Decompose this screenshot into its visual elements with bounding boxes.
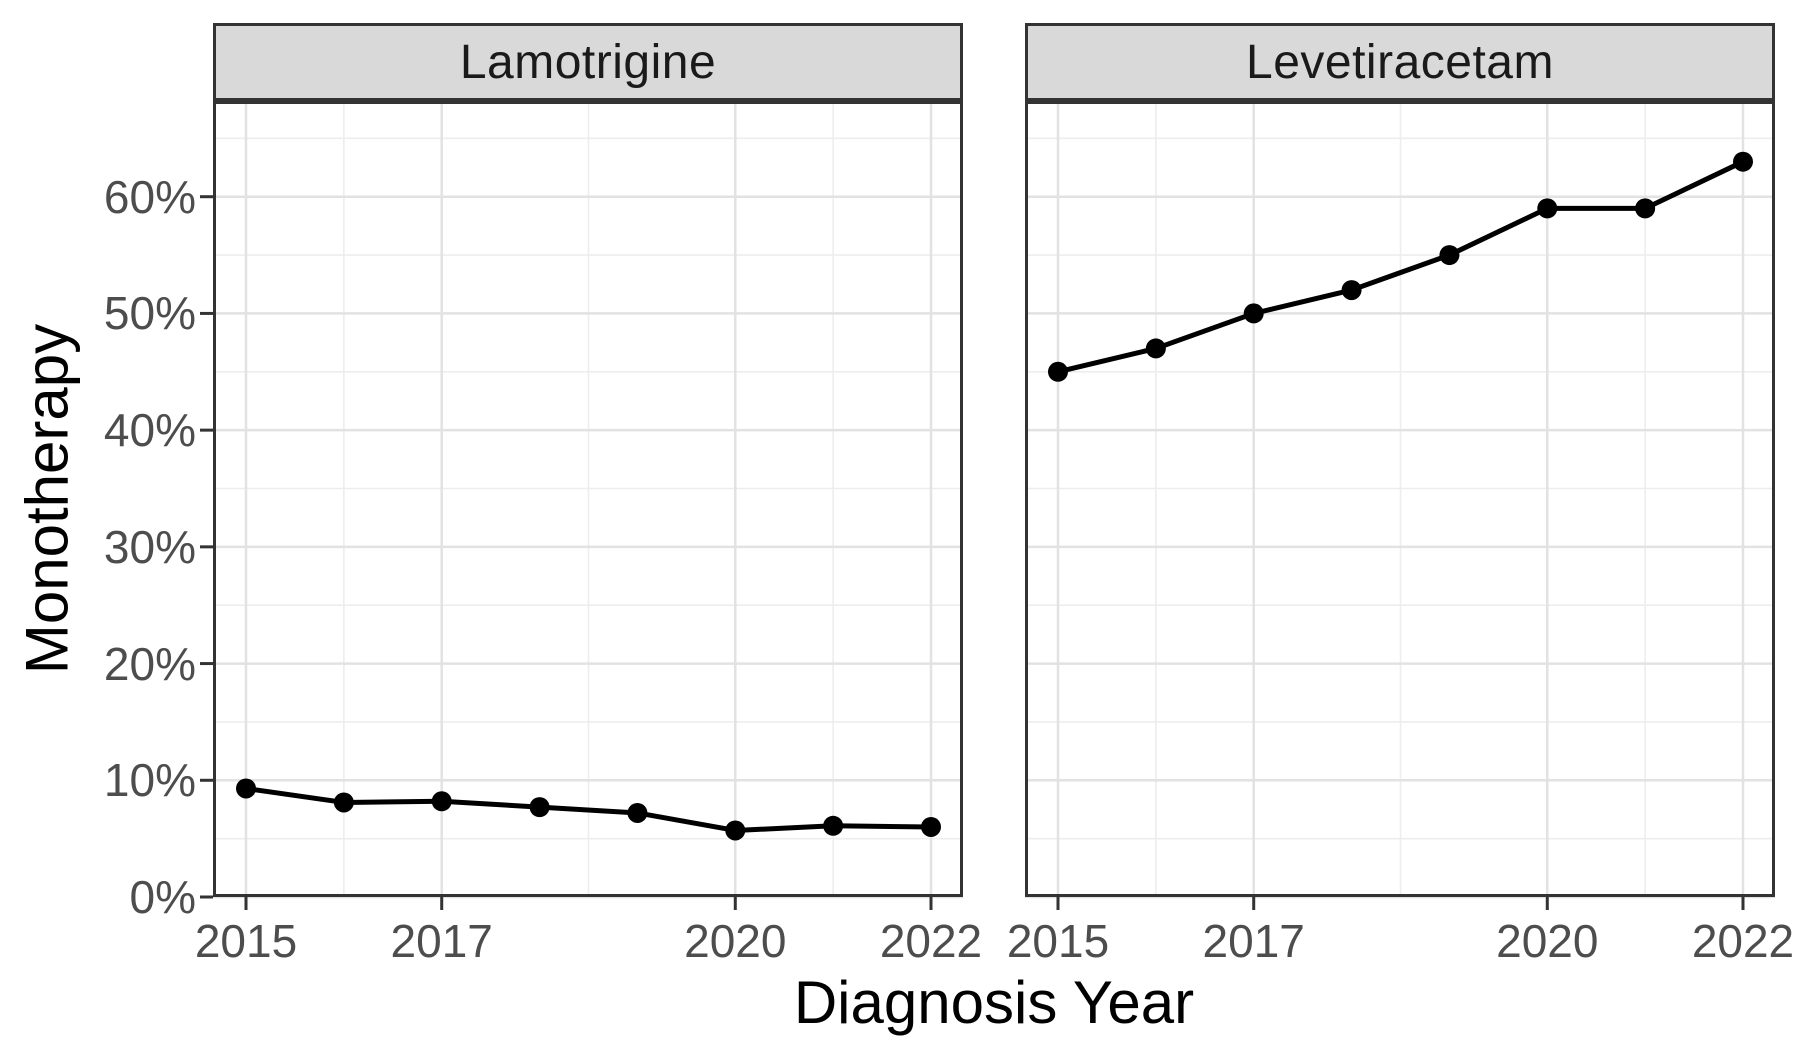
data-point [920,816,941,837]
data-point [1145,338,1166,359]
data-line [1055,159,1746,375]
x-tick-label: 2020 [684,915,787,967]
y-tick-label: 50% [103,287,196,340]
facet-strip-levetiracetam: Levetiracetam [1025,23,1775,101]
data-point [236,778,256,799]
facet-panel-levetiracetam [1025,101,1775,899]
facet-panel-lamotrigine [213,101,963,899]
data-point [1341,280,1362,301]
data-point [1732,151,1753,172]
x-tick-label: 2015 [1006,915,1110,967]
facet-strip-lamotrigine: Lamotrigine [213,23,963,101]
x-tick-label: 2017 [1202,915,1305,967]
panel-border [1025,101,1775,897]
y-tick-label: 60% [103,170,196,223]
data-point [431,791,452,812]
data-point [1635,198,1656,219]
data-point [1243,303,1264,324]
data-point [725,820,746,841]
x-axis-title: Diagnosis Year [793,969,1195,1036]
x-tick-label: 2020 [1496,915,1599,967]
y-tick-label: 0% [129,871,196,923]
y-axis-title: Monotherapy [13,323,81,675]
data-point [1048,361,1068,382]
y-tick-label: 20% [103,637,196,690]
data-point [1439,245,1460,266]
x-tick-label: 2017 [390,915,493,967]
facet-strip-lamotrigine-label: Lamotrigine [459,35,717,89]
x-tick-label: 2015 [194,915,298,967]
x-tick-label: 2022 [879,915,983,967]
data-point [627,802,648,823]
y-tick-label: 10% [103,754,196,807]
panel-border [213,101,963,897]
x-tick-label: 2022 [1691,915,1795,967]
y-tick-label: 40% [103,404,196,457]
data-point [333,792,354,813]
data-line [243,785,934,833]
data-point [529,797,550,818]
data-point [1537,198,1558,219]
y-tick-label: 30% [103,520,196,573]
data-point [823,815,844,836]
facet-strip-levetiracetam-label: Levetiracetam [1246,35,1554,89]
